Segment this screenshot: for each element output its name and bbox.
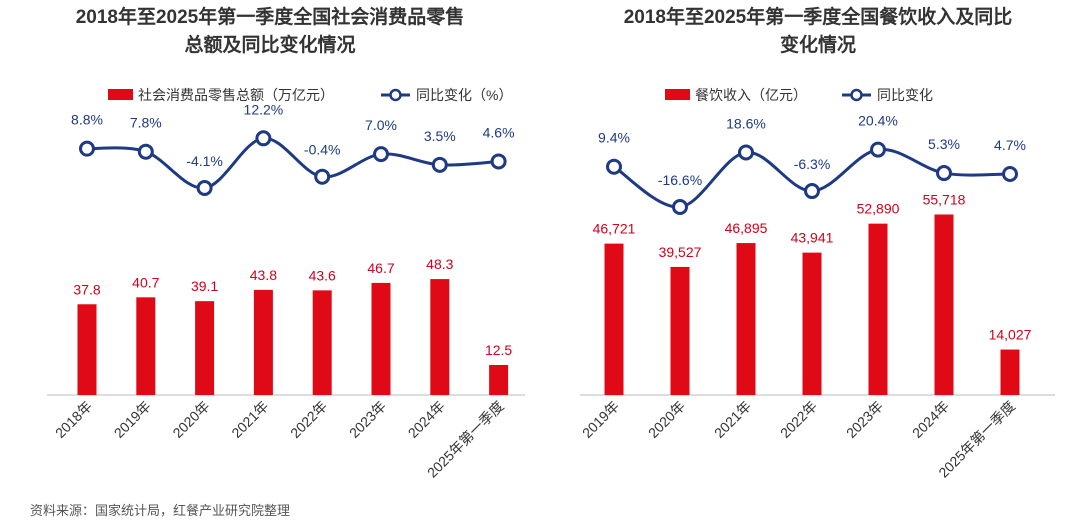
- x-tick-label: 2023年: [346, 398, 389, 441]
- x-tick-label: 2020年: [169, 398, 212, 441]
- bar-value-label: 55,718: [923, 191, 966, 207]
- x-tick-label: 2019年: [579, 398, 622, 441]
- bar-value-label: 12.5: [485, 342, 512, 358]
- bar-value-label: 14,027: [989, 327, 1032, 343]
- x-tick-label: 2021年: [228, 398, 271, 441]
- yoy-value-label: -4.1%: [186, 153, 223, 169]
- legend-bar-swatch: [665, 89, 690, 100]
- chart-title-line1: 2018年至2025年第一季度全国社会消费品零售: [76, 5, 465, 28]
- legend-line-label: 同比变化（%）: [416, 87, 512, 103]
- bar-value-label: 43.8: [250, 267, 277, 283]
- source-note: 资料来源：国家统计局，红餐产业研究院整理: [30, 503, 291, 518]
- x-tick-label: 2020年: [645, 398, 688, 441]
- yoy-value-label: -0.4%: [304, 142, 341, 158]
- yoy-point-6: [936, 165, 952, 182]
- x-tick-label: 2022年: [287, 398, 330, 441]
- chart-title-line2: 变化情况: [780, 33, 856, 56]
- bar-4: [802, 252, 822, 395]
- bar-3: [195, 301, 215, 395]
- x-tick-label: 2021年: [711, 398, 754, 441]
- bar-1: [77, 304, 97, 395]
- yoy-point-3: [738, 144, 754, 161]
- chart-title-line2: 总额及同比变化情况: [184, 33, 355, 56]
- yoy-value-label: 4.6%: [483, 124, 515, 140]
- yoy-point-6: [373, 146, 389, 163]
- x-tick-label: 2022年: [777, 398, 820, 441]
- yoy-value-label: 18.6%: [726, 115, 766, 131]
- bar-7: [1000, 349, 1020, 395]
- yoy-value-label: 8.8%: [71, 112, 103, 128]
- x-tick-label: 2018年: [52, 398, 95, 441]
- x-tick-label: 2019年: [111, 398, 154, 441]
- bar-value-label: 43.6: [309, 267, 336, 283]
- yoy-point-7: [431, 156, 448, 173]
- legend-bar-label: 餐饮收入（亿元）: [695, 87, 807, 103]
- bar-1: [604, 243, 624, 395]
- yoy-point-3: [196, 180, 213, 196]
- chart-canvas: 2018年至2025年第一季度全国社会消费品零售总额及同比变化情况社会消费品零售…: [47, 5, 1055, 481]
- yoy-point-4: [804, 183, 820, 200]
- bar-6: [934, 214, 954, 395]
- bar-5: [312, 290, 332, 395]
- yoy-point-8: [490, 153, 507, 170]
- yoy-value-label: 4.7%: [994, 137, 1026, 153]
- x-tick-label: 2023年: [843, 398, 886, 441]
- yoy-line: [86, 136, 499, 190]
- yoy-value-label: 7.8%: [130, 115, 162, 131]
- legend-line-label: 同比变化: [877, 87, 933, 103]
- yoy-point-2: [137, 143, 154, 160]
- yoy-value-label: 20.4%: [858, 113, 898, 129]
- bar-value-label: 52,890: [857, 201, 900, 217]
- yoy-value-label: 5.3%: [928, 136, 960, 152]
- bar-value-label: 43,941: [791, 230, 834, 246]
- bar-2: [670, 266, 690, 395]
- legend-bar-swatch: [108, 89, 133, 100]
- bar-value-label: 37.8: [73, 281, 100, 297]
- yoy-value-label: -6.3%: [794, 156, 831, 172]
- yoy-point-7: [1002, 165, 1018, 182]
- yoy-value-label: -16.6%: [658, 172, 702, 188]
- bar-value-label: 48.3: [426, 256, 453, 272]
- bar-value-label: 46.7: [367, 260, 394, 276]
- yoy-point-4: [255, 130, 272, 147]
- yoy-point-2: [672, 199, 688, 215]
- x-tick-label: 2024年: [909, 398, 952, 441]
- chart-1: 2018年至2025年第一季度全国社会消费品零售总额及同比变化情况社会消费品零售…: [47, 5, 525, 481]
- legend-bar-label: 社会消费品零售总额（万亿元）: [138, 87, 334, 103]
- bar-7: [430, 279, 450, 395]
- bar-4: [253, 289, 273, 395]
- yoy-value-label: 7.0%: [365, 117, 397, 133]
- bar-value-label: 40.7: [132, 274, 159, 290]
- bar-2: [136, 297, 156, 395]
- yoy-point-1: [79, 140, 95, 157]
- legend-line-marker: [389, 88, 402, 102]
- yoy-value-label: 9.4%: [598, 130, 630, 146]
- yoy-point-1: [606, 158, 622, 175]
- bar-value-label: 39.1: [191, 278, 218, 294]
- yoy-point-5: [314, 168, 331, 185]
- bar-3: [736, 243, 756, 395]
- bar-6: [371, 282, 391, 395]
- bar-value-label: 46,721: [593, 221, 636, 237]
- bar-8: [489, 365, 509, 395]
- bar-value-label: 46,895: [725, 220, 768, 236]
- bar-value-label: 39,527: [659, 244, 702, 260]
- yoy-value-label: 3.5%: [424, 128, 456, 144]
- bar-5: [868, 223, 888, 395]
- legend-line-marker: [850, 88, 863, 102]
- yoy-point-5: [870, 141, 886, 158]
- x-tick-label: 2024年: [405, 398, 448, 441]
- chart-title-line1: 2018年至2025年第一季度全国餐饮收入及同比: [624, 5, 1013, 28]
- yoy-value-label: 12.2%: [244, 101, 284, 117]
